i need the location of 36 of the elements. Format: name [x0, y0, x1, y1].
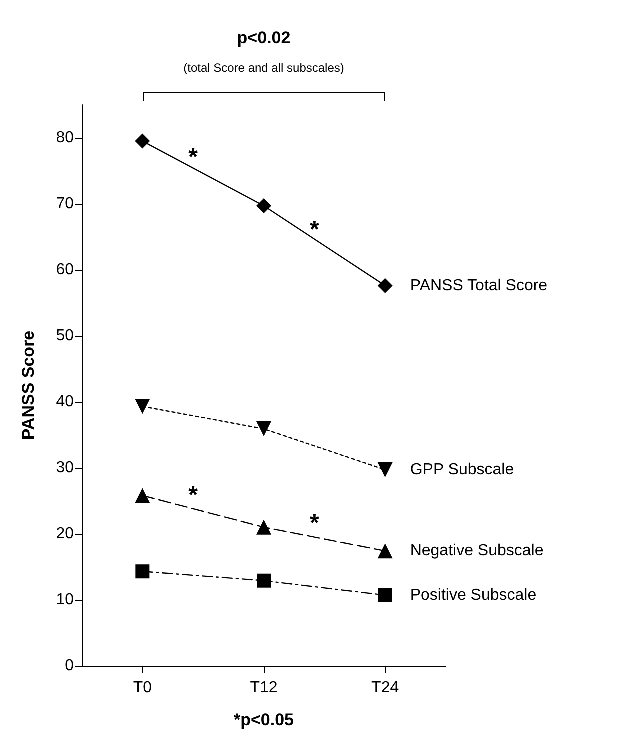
annotation: *: [188, 482, 199, 510]
text: *p<0.05: [234, 710, 294, 730]
y-tick-label: 60: [56, 262, 74, 278]
point: [136, 564, 150, 579]
point: [256, 198, 272, 214]
y-tick-label: 10: [56, 592, 74, 608]
point: [378, 278, 393, 294]
chart-title: p<0.02: [237, 28, 291, 48]
series-label: Positive Subscale: [410, 586, 537, 604]
y-tick-label: 80: [56, 130, 74, 146]
y-axis-title: PANSS Score: [19, 330, 38, 440]
y-tick-label: 30: [56, 460, 74, 476]
point: [378, 588, 392, 602]
y-tick-label: 40: [56, 394, 74, 410]
point: [257, 574, 271, 588]
annotation: *: [310, 510, 320, 537]
x-tick-label: T12: [250, 680, 278, 696]
point: [256, 422, 272, 437]
chart-subtitle: (total Score and all subscales): [184, 61, 344, 75]
annotation: *: [310, 216, 320, 244]
point: [135, 134, 150, 149]
y-tick-label: 20: [56, 526, 74, 542]
series-label: Negative Subscale: [410, 542, 544, 560]
point: [378, 544, 393, 559]
series-label: PANSS Total Score: [410, 277, 548, 294]
x-tick-label: T0: [133, 680, 152, 696]
point: [256, 520, 272, 535]
y-tick-label: 70: [56, 196, 74, 212]
annotation: *: [188, 144, 199, 172]
y-tick-label: 0: [65, 658, 74, 674]
point: [135, 399, 150, 414]
y-tick-label: 50: [56, 328, 74, 344]
x-tick-label: T24: [372, 680, 400, 696]
point: [378, 462, 393, 478]
series-label: GPP Subscale: [410, 461, 514, 478]
point: [135, 488, 150, 504]
